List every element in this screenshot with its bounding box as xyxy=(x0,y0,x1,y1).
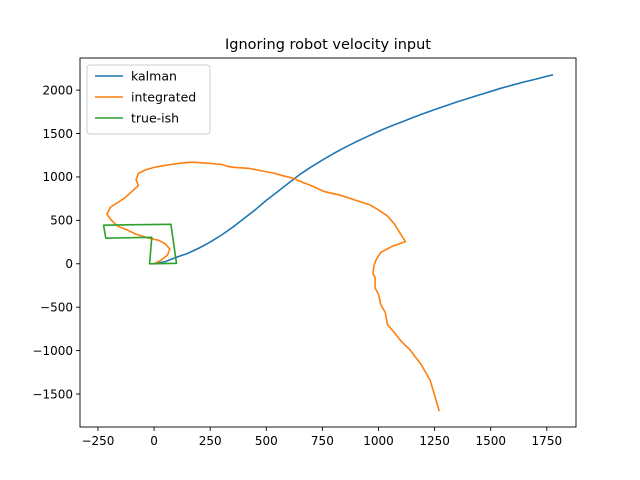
legend-box xyxy=(86,64,211,135)
plot-series-group xyxy=(102,74,554,412)
legend-label-kalman: kalman xyxy=(131,69,177,84)
legend-label-true-ish: true-ish xyxy=(131,111,179,126)
series-line-kalman xyxy=(153,74,554,265)
x-tick-label: 250 xyxy=(199,434,222,448)
axes-frame xyxy=(79,57,577,428)
y-tick-label: 2000 xyxy=(42,83,73,97)
x-tick-label: 500 xyxy=(255,434,278,448)
axes-group: −250 0 250 500 750 1000 1250 1500 1750 −1500 −1000… xyxy=(32,57,577,448)
y-tick-label: −1500 xyxy=(32,387,73,401)
x-tick-label: 1250 xyxy=(419,434,450,448)
y-tick-label: −1000 xyxy=(32,344,73,358)
y-tick-label: 0 xyxy=(65,257,73,271)
chart-title: Ignoring robot velocity input xyxy=(225,37,431,53)
y-tick-label: 500 xyxy=(50,214,73,228)
x-tick-label: 750 xyxy=(311,434,334,448)
series-line-true-ish xyxy=(102,223,178,265)
x-tick-label: 1500 xyxy=(475,434,506,448)
legend-label-integrated: integrated xyxy=(131,90,196,105)
y-tick-label: 1500 xyxy=(42,127,73,141)
x-tick-label: 1000 xyxy=(363,434,394,448)
y-tick-label: −500 xyxy=(40,300,73,314)
legend: kalman integrated true-ish xyxy=(86,64,211,135)
x-tick-label: 1750 xyxy=(532,434,563,448)
y-tick-label: 1000 xyxy=(42,170,73,184)
series-line-integrated xyxy=(106,161,440,412)
x-tick-label: 0 xyxy=(150,434,158,448)
x-tick-label: −250 xyxy=(81,434,114,448)
